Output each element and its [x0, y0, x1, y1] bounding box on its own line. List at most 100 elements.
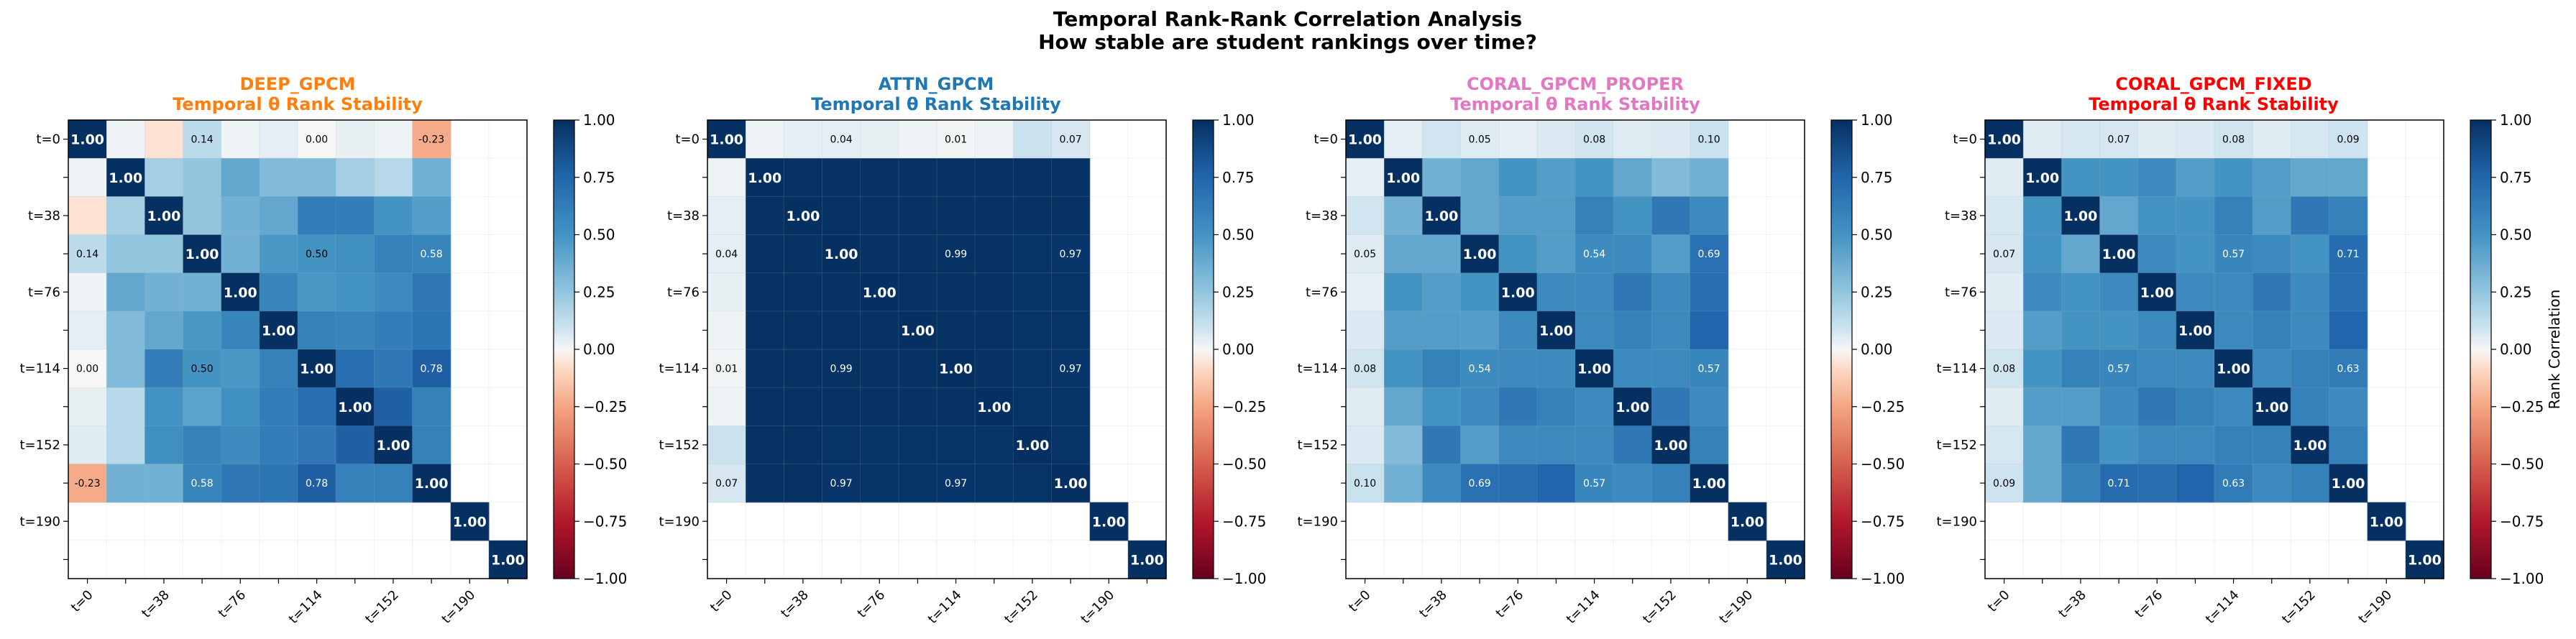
- heatmap-cell: [1498, 234, 1538, 274]
- heatmap-cell: [2329, 426, 2368, 465]
- figure-title: Temporal Rank-Rank Correlation Analysis: [1053, 7, 1522, 31]
- heatmap-cell: [860, 349, 899, 388]
- heatmap-cell: [784, 120, 823, 159]
- heatmap-cell: [1384, 272, 1423, 312]
- heatmap-cell: [183, 464, 222, 503]
- y-tick-label: t=76: [1945, 285, 1977, 300]
- cell-label: 0.00: [306, 134, 328, 146]
- heatmap-cell: [707, 349, 746, 388]
- heatmap-cell: [221, 349, 260, 388]
- heatmap-cell: [374, 387, 413, 426]
- heatmap-cell: [784, 426, 823, 465]
- cell-label: 1.00: [2293, 438, 2327, 454]
- colorbar-tick-label: 0.00: [1861, 341, 1893, 358]
- colorbar-tick-label: −0.50: [1222, 456, 1266, 473]
- heatmap-cell: [822, 464, 861, 503]
- heatmap-cell: [2176, 311, 2215, 350]
- heatmap-cell: [975, 120, 1014, 159]
- heatmap-cell: [898, 196, 938, 236]
- heatmap-cell: [746, 120, 784, 159]
- heatmap-cell: [2329, 311, 2368, 350]
- heatmap-cell: [2214, 234, 2253, 274]
- y-tick-label: t=152: [20, 438, 61, 453]
- heatmap-cell: [2252, 311, 2291, 350]
- heatmap-cell: [2291, 349, 2330, 388]
- cell-label: 0.10: [1697, 134, 1720, 146]
- heatmap-cell: [106, 272, 145, 312]
- cell-label: 1.00: [1987, 132, 2021, 148]
- heatmap-cell: [145, 234, 184, 274]
- heatmap-cell: [937, 349, 976, 388]
- heatmap-cell: [1460, 387, 1500, 426]
- heatmap-cell: [2099, 426, 2139, 465]
- heatmap-cell: [2023, 311, 2062, 350]
- heatmap-cell: [221, 120, 260, 159]
- cell-label: 0.69: [1468, 478, 1490, 489]
- panel-coral-gpcm-fixed: CORAL_GPCM_FIXED Temporal θ Rank Stabili…: [2089, 74, 2339, 114]
- heatmap-cell: [822, 311, 861, 350]
- colorbar-tick-label: 0.50: [583, 226, 615, 244]
- heatmap-cell: [106, 311, 145, 350]
- y-tick-label: t=38: [28, 208, 60, 224]
- heatmap-cell: [1536, 387, 1576, 426]
- heatmap-cell: [860, 272, 899, 312]
- heatmap-cell: [298, 272, 336, 312]
- heatmap-cell: [412, 158, 452, 197]
- heatmap-cell: [2137, 387, 2177, 426]
- heatmap-cell: [746, 387, 784, 426]
- heatmap-cell: [259, 464, 298, 503]
- colorbar-tick-label: −0.50: [2500, 456, 2544, 473]
- heatmap-cell: [1575, 349, 1614, 388]
- heatmap-cell: [707, 120, 746, 159]
- heatmap-cell: [2099, 234, 2139, 274]
- heatmap-cell: [2137, 311, 2177, 350]
- heatmap-cell: [1575, 234, 1614, 274]
- heatmap-cell: [707, 158, 746, 197]
- heatmap-cell: [1422, 426, 1462, 465]
- panel-subtitle: Temporal θ Rank Stability: [1450, 94, 1700, 114]
- colorbar-tick-label: −1.00: [2500, 570, 2544, 587]
- heatmap-cell: [374, 349, 413, 388]
- y-tick-label: t=114: [1937, 362, 1978, 377]
- heatmap-cell: [1985, 196, 2024, 236]
- heatmap-cell: [707, 196, 746, 236]
- colorbar-tick-label: −0.75: [1861, 512, 1905, 530]
- heatmap-cell: [1384, 196, 1423, 236]
- heatmap-cell: [975, 387, 1014, 426]
- heatmap-cell: [145, 272, 184, 312]
- heatmap-cell: [1651, 120, 1691, 159]
- x-tick-label: t=114: [286, 587, 326, 627]
- heatmap-cell: [2061, 158, 2101, 197]
- heatmap-cell: [2137, 158, 2177, 197]
- cell-label: 0.10: [1354, 478, 1376, 489]
- colorbar-label: Rank Correlation: [2546, 290, 2563, 410]
- heatmap-cell: [2099, 158, 2139, 197]
- heatmap-cell: [2291, 426, 2330, 465]
- heatmap-cell: [2137, 464, 2177, 503]
- heatmap-cell: [1346, 120, 1385, 159]
- cell-label: 0.08: [1354, 364, 1376, 375]
- heatmap-cell: [2061, 272, 2101, 312]
- heatmap-cell: [784, 311, 823, 350]
- heatmap-cell: [2329, 464, 2368, 503]
- cell-label: 1.00: [1386, 170, 1420, 186]
- heatmap-cell: [2137, 426, 2177, 465]
- cell-label: 1.00: [2063, 208, 2097, 224]
- heatmap-cell: [975, 464, 1014, 503]
- heatmap-cell: [1536, 120, 1576, 159]
- heatmap-cell: [374, 311, 413, 350]
- heatmap-cell: [106, 196, 145, 236]
- colorbar-tick-label: 1.00: [1222, 111, 1255, 129]
- heatmap-coral-gpcm-proper: 1.00 0.05 0.08 0.10 1.00 1.00 0.05 1.00 0.54 0.69…: [1298, 111, 1905, 627]
- cell-label: 0.08: [2222, 134, 2245, 146]
- heatmap-cell: [707, 387, 746, 426]
- cell-label: 0.58: [420, 249, 442, 260]
- colorbar-tick-label: −1.00: [1861, 570, 1905, 587]
- heatmap-cell: [68, 158, 107, 197]
- colorbar-tick-label: 1.00: [583, 111, 615, 129]
- heatmap-cell: [1346, 387, 1385, 426]
- cell-label: 0.01: [715, 364, 738, 375]
- heatmap-cell: [860, 196, 899, 236]
- cell-label: 0.00: [76, 364, 98, 375]
- heatmap-cell: [822, 426, 861, 465]
